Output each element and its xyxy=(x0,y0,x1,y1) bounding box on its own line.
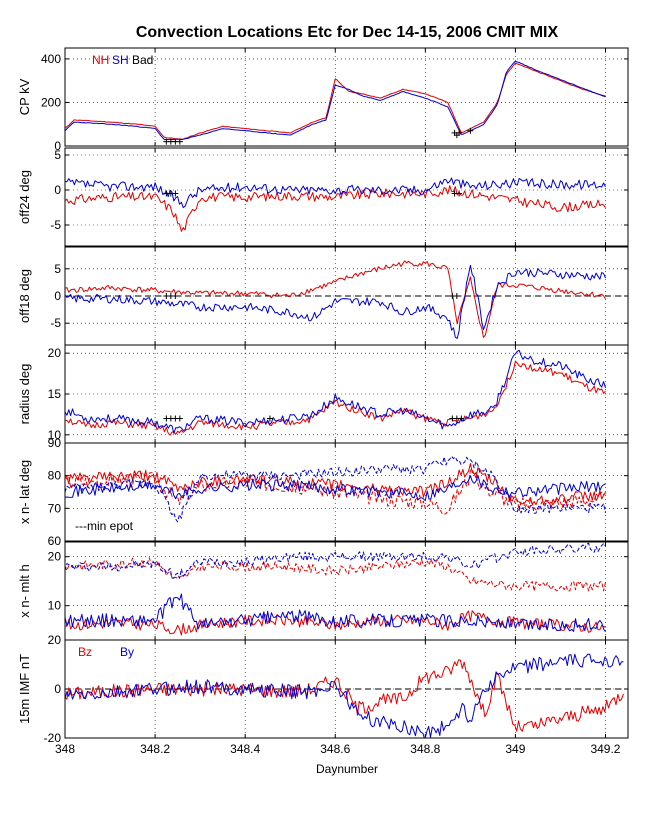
y-tick-label: -5 xyxy=(50,316,61,330)
y-tick-label: 20 xyxy=(48,346,62,360)
y-tick-label: 15 xyxy=(48,387,62,401)
bad-marker xyxy=(176,415,183,422)
bad-marker xyxy=(467,127,474,134)
y-tick-label: 20 xyxy=(48,633,62,647)
series-line-nh-max xyxy=(65,610,606,636)
panel-radius: 10 15 20 radius deg xyxy=(17,344,629,444)
series-line-nh xyxy=(65,185,606,232)
series-line-sh xyxy=(65,349,606,434)
y-tick-label: 10 xyxy=(48,428,62,442)
series-line-nh-min xyxy=(65,469,606,515)
x-axis-label: Daynumber xyxy=(316,762,378,776)
y-tick-label: 20 xyxy=(48,550,62,564)
chart-title: Convection Locations Etc for Dec 14-15, … xyxy=(136,24,559,41)
bad-marker xyxy=(176,138,183,145)
panel-frame-cp xyxy=(64,47,629,147)
y-axis-label: CP kV xyxy=(17,78,32,115)
series-line-nh-max xyxy=(65,463,606,506)
bad-marker xyxy=(266,415,273,422)
y-axis-label: radius deg xyxy=(17,364,32,425)
y-axis-label: x n- mlt h xyxy=(17,564,32,617)
series-line-nh-min xyxy=(65,557,606,592)
y-tick-label: 0 xyxy=(54,682,61,696)
series-group xyxy=(65,455,606,523)
series-line-nh xyxy=(65,360,606,436)
panel-note: ---min epot xyxy=(75,519,134,533)
y-axis-label: x n- lat deg xyxy=(17,460,32,524)
panel-off24: -5 0 5 off24 deg xyxy=(17,147,629,247)
panel-xmlt: 10 20 x n- mlt h xyxy=(17,541,629,641)
y-tick-label: 0 xyxy=(54,289,61,303)
series-line-sh-min xyxy=(65,542,606,579)
bad-marker xyxy=(458,415,465,422)
x-tick-label: 349.2 xyxy=(590,742,620,756)
legend-entry: Bad xyxy=(132,53,153,67)
y-tick-label: 90 xyxy=(48,436,62,450)
panel-frame-xlat xyxy=(64,442,629,542)
panel-xlat: 60 70 80 90 x n- lat deg ---min epot xyxy=(17,436,629,548)
legend-entry: By xyxy=(120,645,134,659)
bad-marker xyxy=(172,190,179,197)
y-tick-label: 5 xyxy=(54,148,61,162)
x-tick-label: 348 xyxy=(55,742,75,756)
y-axis-label: off18 deg xyxy=(17,269,32,323)
bad-marker xyxy=(172,293,179,299)
series-line-nh xyxy=(65,62,606,140)
y-tick-label: 200 xyxy=(41,95,61,109)
legend-entry: SH xyxy=(112,53,129,67)
series-line-sh xyxy=(65,177,606,209)
y-tick-label: 400 xyxy=(41,52,61,66)
y-tick-label: 10 xyxy=(48,599,62,613)
bad-marker xyxy=(453,293,460,299)
y-tick-label: 0 xyxy=(54,139,61,153)
series-line-sh-max xyxy=(65,474,606,502)
series-line-bz xyxy=(65,659,624,732)
series-group xyxy=(65,260,606,339)
bad-marker xyxy=(456,129,463,136)
y-axis-label: 15m IMF nT xyxy=(17,654,32,724)
y-axis-label: off24 deg xyxy=(17,170,32,224)
y-tick-label: -20 xyxy=(44,731,62,745)
series-group xyxy=(65,349,606,436)
series-line-sh xyxy=(65,60,606,141)
panel-cp: 0 200 400 CP kV NH SH Bad xyxy=(17,47,629,153)
series-line-sh-max xyxy=(65,593,606,633)
x-tick-label: 348.6 xyxy=(320,742,350,756)
series-line-by xyxy=(65,653,624,738)
y-tick-label: 60 xyxy=(48,534,62,548)
x-tick-label: 348.2 xyxy=(140,742,170,756)
y-tick-label: 70 xyxy=(48,501,62,515)
series-group xyxy=(65,177,606,232)
y-tick-label: 80 xyxy=(48,469,62,483)
series-group xyxy=(65,653,624,738)
legend-entry: Bz xyxy=(78,645,92,659)
series-group xyxy=(65,542,606,636)
x-tick-label: 348.8 xyxy=(410,742,440,756)
panel-off18: -5 0 5 off18 deg xyxy=(17,246,629,346)
series-line-nh xyxy=(65,260,606,338)
y-tick-label: 0 xyxy=(54,183,61,197)
series-line-sh-min xyxy=(65,455,606,523)
y-tick-label: -5 xyxy=(50,218,61,232)
series-group xyxy=(65,60,606,145)
legend-entry: NH xyxy=(92,53,109,67)
panel-imf: 348 348.2 348.4 348.6 348.8 349 349.2 -20 0 20 15m… xyxy=(17,633,629,756)
x-tick-label: 349 xyxy=(505,742,525,756)
series-line-sh xyxy=(65,264,606,339)
y-tick-label: 5 xyxy=(54,262,61,276)
bad-marker xyxy=(456,190,463,197)
panel-frame-off24 xyxy=(64,147,629,247)
x-tick-label: 348.4 xyxy=(230,742,260,756)
